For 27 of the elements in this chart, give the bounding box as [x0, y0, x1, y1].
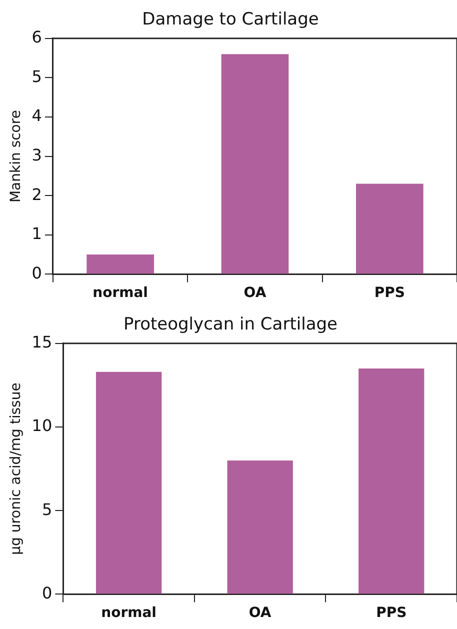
y-axis-title: Mankin score [8, 110, 24, 203]
chart-title: Damage to Cartilage [142, 10, 319, 30]
bar [221, 54, 289, 274]
y-tick-label: 5 [42, 500, 52, 519]
y-tick-label: 6 [32, 28, 42, 47]
bar [358, 368, 424, 594]
x-tick-label: PPS [374, 285, 405, 302]
x-tick-label: PPS [376, 605, 407, 622]
y-tick-label: 2 [32, 184, 42, 204]
bar [227, 460, 293, 594]
y-tick-label: 1 [32, 224, 42, 244]
bar [86, 254, 154, 274]
y-tick-label: 0 [42, 583, 52, 602]
x-tick-label: OA [248, 605, 272, 622]
x-tick-label: normal [92, 285, 148, 302]
y-axis-title: µg uronic acid/mg tissue [8, 382, 24, 555]
x-tick-label: OA [244, 285, 266, 302]
y-tick-label: 3 [32, 145, 42, 164]
y-tick-label: 0 [32, 263, 42, 282]
x-tick-label: normal [101, 605, 156, 622]
chart-title: Proteoglycan in Cartilage [124, 314, 338, 335]
y-tick-label: 15 [32, 332, 52, 352]
y-tick-label: 4 [32, 106, 42, 126]
bar [96, 372, 162, 594]
y-tick-label: 10 [32, 416, 52, 436]
bar [356, 184, 424, 274]
y-tick-label: 5 [32, 66, 42, 86]
